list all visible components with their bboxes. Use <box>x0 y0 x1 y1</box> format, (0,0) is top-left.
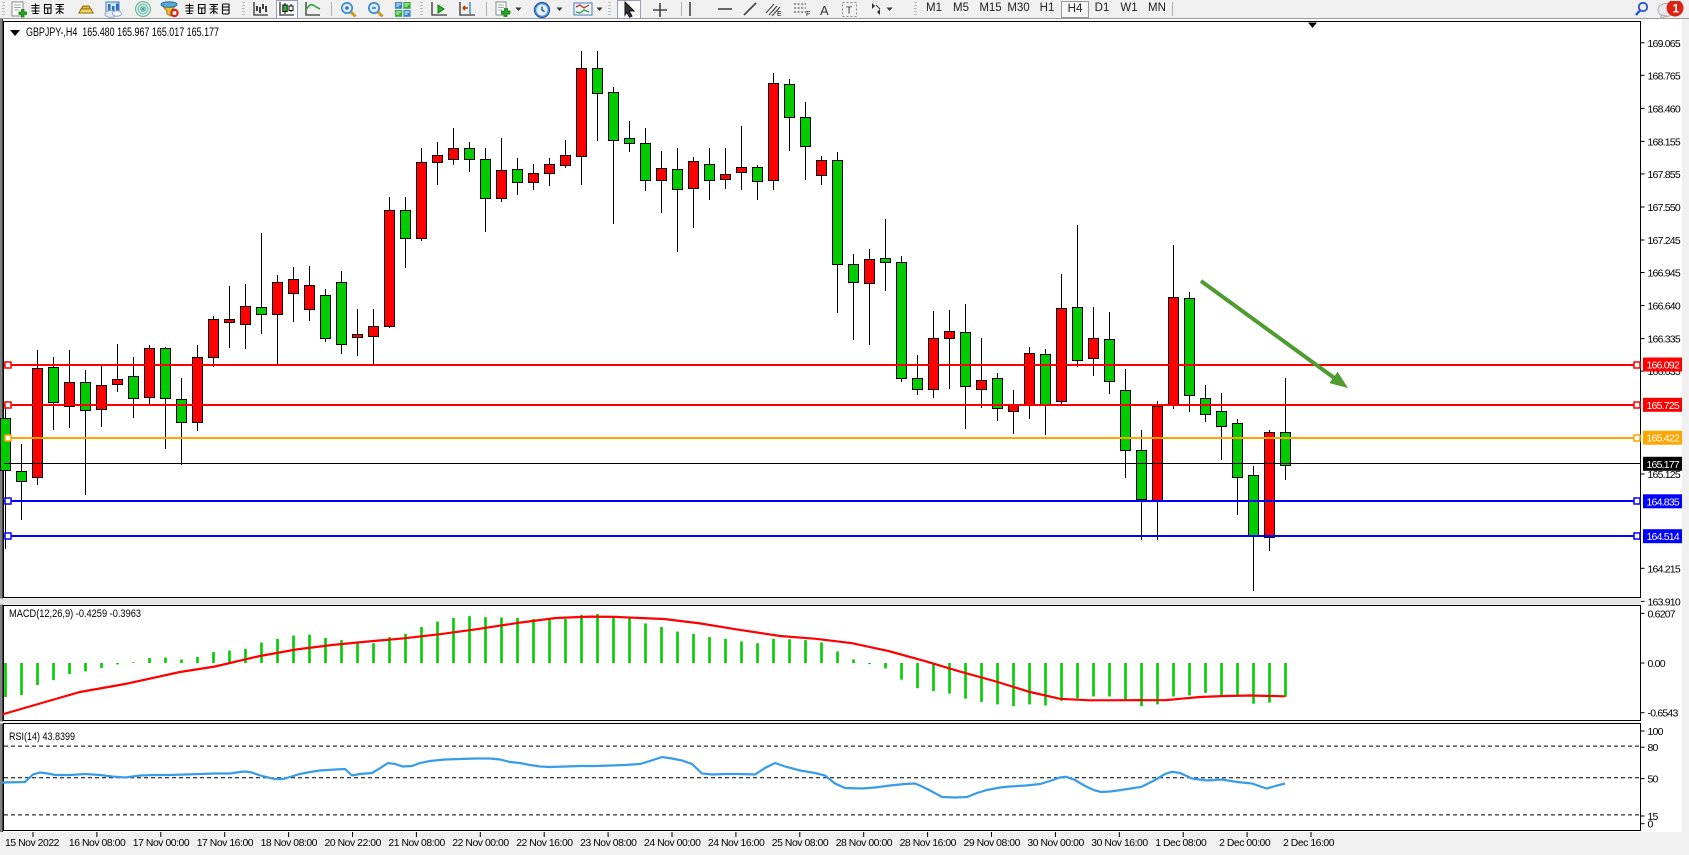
svg-text:GBPJPY-,H4 165.480 165.967 16: GBPJPY-,H4 165.480 165.967 165.017 165.1… <box>26 27 219 39</box>
svg-text:17 Nov 00:00: 17 Nov 00:00 <box>133 838 190 849</box>
svg-text:2 Dec 16:00: 2 Dec 16:00 <box>1283 838 1335 849</box>
svg-text:F: F <box>806 11 810 18</box>
svg-text:1: 1 <box>1673 2 1680 16</box>
svg-text:16 Nov 08:00: 16 Nov 08:00 <box>69 838 126 849</box>
svg-text:18 Nov 08:00: 18 Nov 08:00 <box>261 838 318 849</box>
svg-text:163.910: 163.910 <box>1648 596 1681 608</box>
svg-text:RSI(14) 43.8399: RSI(14) 43.8399 <box>9 731 75 743</box>
svg-text:23 Nov 08:00: 23 Nov 08:00 <box>580 838 637 849</box>
svg-text:166.335: 166.335 <box>1648 334 1681 346</box>
svg-text:167.855: 167.855 <box>1648 169 1681 181</box>
svg-text:15 Nov 2022: 15 Nov 2022 <box>5 838 60 849</box>
svg-text:28 Nov 16:00: 28 Nov 16:00 <box>900 838 957 849</box>
svg-text:20 Nov 22:00: 20 Nov 22:00 <box>325 838 382 849</box>
svg-text:1 Dec 08:00: 1 Dec 08:00 <box>1155 838 1207 849</box>
svg-text:165.177: 165.177 <box>1647 459 1680 471</box>
svg-text:25 Nov 08:00: 25 Nov 08:00 <box>772 838 829 849</box>
svg-text:164.835: 164.835 <box>1647 496 1680 508</box>
svg-text:168.460: 168.460 <box>1648 103 1681 115</box>
svg-text:24 Nov 00:00: 24 Nov 00:00 <box>644 838 701 849</box>
svg-text:168.765: 168.765 <box>1648 70 1681 82</box>
svg-text:50: 50 <box>1648 774 1659 786</box>
svg-text:22 Nov 16:00: 22 Nov 16:00 <box>516 838 573 849</box>
svg-text:E: E <box>777 11 782 18</box>
svg-text:15: 15 <box>1648 811 1659 823</box>
svg-text:164.215: 164.215 <box>1648 563 1681 575</box>
svg-text:22 Nov 00:00: 22 Nov 00:00 <box>452 838 509 849</box>
svg-text:80: 80 <box>1648 742 1659 754</box>
svg-text:-0.6543: -0.6543 <box>1648 708 1679 720</box>
svg-text:29 Nov 08:00: 29 Nov 08:00 <box>964 838 1021 849</box>
svg-text:166.945: 166.945 <box>1648 268 1681 280</box>
svg-text:166.092: 166.092 <box>1647 360 1680 372</box>
svg-text:21 Nov 08:00: 21 Nov 08:00 <box>388 838 445 849</box>
svg-text:0.00: 0.00 <box>1648 658 1666 670</box>
svg-text:167.550: 167.550 <box>1648 202 1681 214</box>
svg-text:166.640: 166.640 <box>1648 301 1681 313</box>
svg-text:167.245: 167.245 <box>1648 235 1681 247</box>
svg-text:165.422: 165.422 <box>1647 433 1680 445</box>
svg-text:165.725: 165.725 <box>1647 400 1680 412</box>
svg-text:0: 0 <box>1648 819 1654 831</box>
svg-text:2 Dec 00:00: 2 Dec 00:00 <box>1219 838 1271 849</box>
svg-text:17 Nov 16:00: 17 Nov 16:00 <box>197 838 254 849</box>
svg-text:168.155: 168.155 <box>1648 136 1681 148</box>
svg-text:24 Nov 16:00: 24 Nov 16:00 <box>708 838 765 849</box>
svg-text:169.065: 169.065 <box>1648 38 1681 50</box>
svg-text:30 Nov 00:00: 30 Nov 00:00 <box>1027 838 1084 849</box>
svg-text:MACD(12,26,9) -0.4259 -0.3963: MACD(12,26,9) -0.4259 -0.3963 <box>9 608 141 620</box>
svg-text:100: 100 <box>1648 726 1664 738</box>
svg-text:165.125: 165.125 <box>1648 469 1681 481</box>
svg-text:0.6207: 0.6207 <box>1648 608 1676 620</box>
svg-text:30 Nov 16:00: 30 Nov 16:00 <box>1091 838 1148 849</box>
svg-text:T: T <box>846 6 852 17</box>
svg-text:164.514: 164.514 <box>1647 531 1680 543</box>
svg-text:28 Nov 00:00: 28 Nov 00:00 <box>836 838 893 849</box>
